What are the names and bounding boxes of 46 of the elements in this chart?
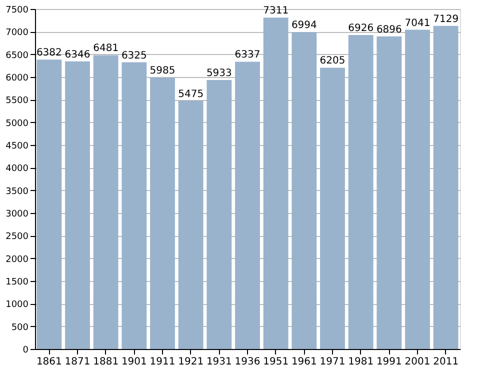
x-tick-label: 1921	[178, 356, 204, 368]
y-tick-label: 2500	[6, 232, 29, 242]
x-tick-label: 2011	[433, 356, 459, 368]
x-tick-label: 1881	[93, 356, 119, 368]
data-label: 6346	[64, 49, 90, 60]
x-tick-label: 1911	[150, 356, 176, 368]
y-tick-label: 3500	[6, 186, 29, 197]
x-tick-label: 1981	[348, 356, 374, 368]
data-label: 5933	[206, 68, 232, 80]
data-label: 7129	[433, 14, 459, 25]
y-tick-label: 5000	[6, 118, 29, 129]
y-tick-label: 1000	[6, 300, 29, 310]
data-label: 6382	[36, 48, 62, 59]
data-label: 5985	[150, 66, 176, 77]
data-label: 7311	[263, 6, 289, 17]
y-tick-label: 6000	[6, 74, 29, 84]
data-label: 6481	[93, 43, 119, 54]
y-tick-label: 6500	[6, 50, 29, 61]
x-tick-label: 1971	[320, 356, 346, 368]
y-tick-label: 7000	[6, 28, 29, 38]
data-label: 6205	[320, 56, 346, 67]
x-tick-label: 2001	[404, 356, 430, 368]
y-tick-label: 4000	[6, 164, 29, 174]
x-tick-label: 1931	[206, 356, 232, 368]
x-tick-label: 1871	[64, 356, 90, 368]
data-label: 5475	[178, 88, 204, 100]
x-tick-label: 1861	[36, 356, 62, 368]
data-label: 6994	[291, 20, 317, 31]
x-tick-label: 1936	[234, 356, 260, 368]
x-tick-label: 1961	[291, 356, 317, 368]
data-label: 6896	[376, 24, 402, 36]
y-tick-label: 3000	[6, 210, 29, 220]
data-label: 7041	[404, 18, 430, 29]
data-label: 6325	[121, 50, 147, 62]
y-tick-label: 5500	[6, 96, 29, 106]
data-label: 6926	[348, 23, 374, 34]
y-tick-label: 4500	[6, 142, 29, 152]
x-tick-label: 1951	[263, 356, 289, 368]
data-label: 6337	[234, 50, 260, 61]
y-tick-label: 7500	[6, 6, 29, 16]
y-tick-label: 2000	[6, 254, 29, 265]
y-tick-label: 1500	[6, 278, 29, 288]
x-tick-label: 1991	[376, 356, 402, 368]
y-tick-label: 500	[11, 322, 29, 333]
x-tick-label: 1901	[121, 356, 147, 368]
y-tick-label: 0	[22, 346, 29, 356]
